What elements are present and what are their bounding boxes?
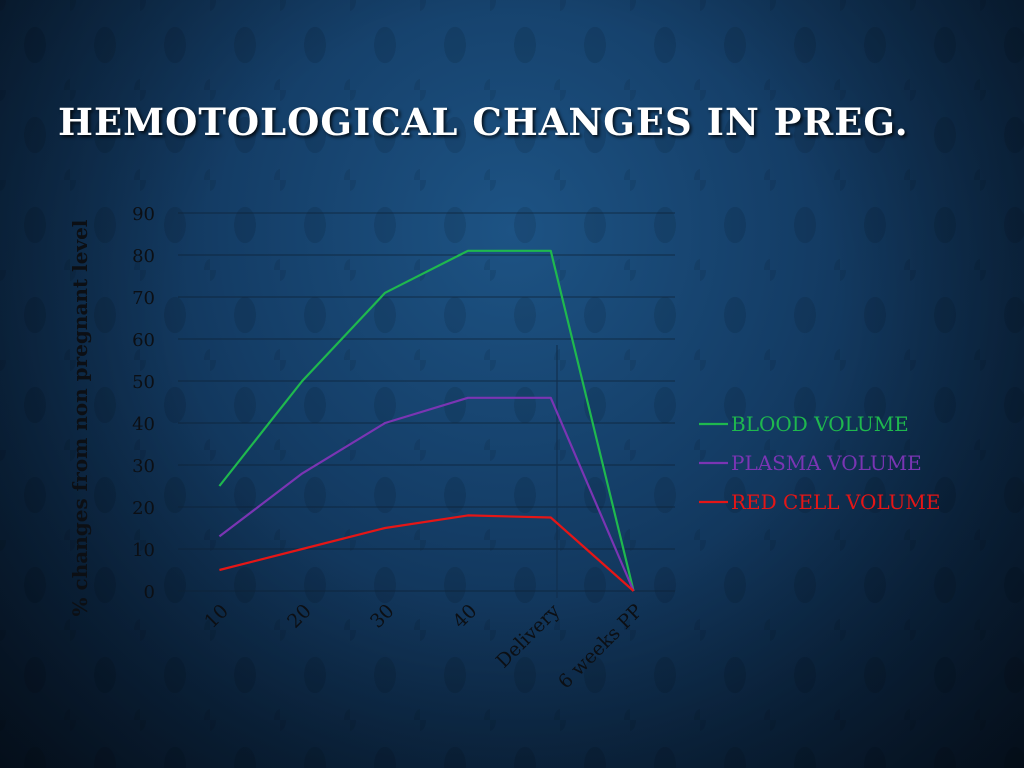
series-line-red-cell-volume xyxy=(219,514,635,592)
y-tick-label: 50 xyxy=(132,372,155,393)
y-tick-label: 30 xyxy=(132,456,155,477)
series-line-plasma-volume xyxy=(218,396,635,592)
legend-label: BLOOD VOLUME xyxy=(731,412,909,436)
y-tick-label: 20 xyxy=(132,498,155,519)
y-tick-label: 80 xyxy=(132,246,155,267)
x-tick-label: 30 xyxy=(366,600,399,633)
x-tick-label: 20 xyxy=(283,600,316,633)
y-tick-label: 70 xyxy=(132,288,155,309)
series-line-blood-volume xyxy=(218,249,635,592)
y-tick-label: 40 xyxy=(132,414,155,435)
slide-title: HEMOTOLOGICAL CHANGES IN PREG. xyxy=(58,100,909,144)
x-tick-label: 6 weeks PP xyxy=(554,600,647,693)
y-tick-labels: 0 10 20 30 40 50 60 70 80 90 xyxy=(132,204,155,603)
y-tick-label: 60 xyxy=(132,330,155,351)
legend: BLOOD VOLUME PLASMA VOLUME RED CELL VOLUME xyxy=(699,412,940,514)
y-tick-label: 90 xyxy=(132,204,155,225)
series-lines xyxy=(218,249,635,592)
x-tick-label: 40 xyxy=(449,600,482,633)
y-tick-label: 0 xyxy=(144,582,155,603)
y-tick-label: 10 xyxy=(132,540,155,561)
legend-label: PLASMA VOLUME xyxy=(731,451,922,475)
x-tick-label: Delivery xyxy=(492,600,565,673)
legend-label: RED CELL VOLUME xyxy=(731,490,940,514)
x-tick-label: 10 xyxy=(200,600,233,633)
